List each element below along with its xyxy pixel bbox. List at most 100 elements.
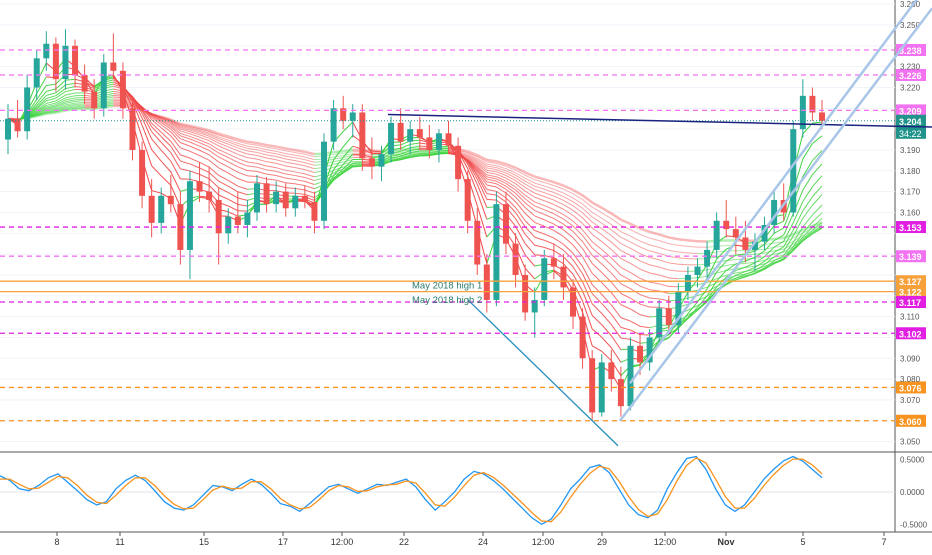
candle-body — [541, 258, 547, 300]
time-tick-label: 12:00 — [654, 537, 677, 547]
ma-ribbon-segment — [247, 176, 257, 177]
candle-body — [685, 275, 691, 292]
candle-body — [292, 196, 298, 208]
candle-body — [589, 358, 595, 412]
candle-body — [5, 119, 11, 140]
level-price-tag-text: 3.226 — [899, 71, 922, 81]
time-tick-label: 11 — [115, 537, 124, 547]
ma-ribbon-segment — [295, 150, 305, 152]
candle-body — [149, 196, 155, 223]
candle-body — [407, 129, 413, 141]
candle-body — [24, 87, 30, 131]
ma-ribbon-segment — [487, 160, 497, 161]
candle-body — [551, 258, 557, 266]
ma-ribbon-segment — [334, 151, 344, 152]
price-tick-label: 3.220 — [900, 83, 921, 92]
candle-body — [465, 179, 471, 221]
candle-body — [723, 221, 729, 229]
ma-ribbon-segment — [75, 109, 85, 110]
candle-body — [790, 129, 796, 212]
candle-body — [302, 196, 308, 202]
ma-ribbon-segment — [75, 105, 85, 106]
candle-body — [235, 217, 241, 225]
candle-body — [158, 196, 164, 223]
candle-body — [62, 46, 68, 79]
ma-ribbon-segment — [391, 154, 401, 155]
candle-body — [53, 44, 59, 79]
candle-body — [359, 112, 365, 158]
candle-body — [426, 137, 432, 149]
price-tick-label: 3.160 — [900, 208, 921, 217]
candle-body — [513, 244, 519, 275]
candle-body — [560, 267, 566, 288]
countdown-text: 34:22 — [899, 129, 922, 139]
candle-body — [627, 346, 633, 406]
level-price-tag-text: 3.076 — [899, 383, 922, 393]
time-tick-label: 17 — [278, 537, 288, 547]
ma-ribbon-segment — [678, 239, 688, 240]
candle-body — [120, 71, 126, 108]
ma-ribbon-segment — [391, 155, 401, 156]
time-tick-label: 12:00 — [331, 537, 354, 547]
candle-body — [417, 129, 423, 137]
price-tick-label: 3.080 — [900, 375, 921, 384]
time-tick-label: 7 — [881, 537, 886, 547]
ma-ribbon-segment — [75, 101, 85, 102]
candle-body — [742, 237, 748, 249]
candle-body — [273, 192, 279, 204]
candle-body — [580, 317, 586, 359]
ma-ribbon-segment — [429, 151, 439, 152]
candle-body — [254, 183, 260, 212]
ma-ribbon-segment — [535, 255, 545, 256]
candle-body — [714, 221, 720, 250]
price-tick-label: 3.050 — [900, 438, 921, 447]
time-tick-label: 24 — [478, 537, 488, 547]
ma-ribbon-segment — [75, 98, 85, 99]
level-price-tag-text: 3.117 — [899, 298, 921, 308]
time-tick-label: 29 — [597, 537, 607, 547]
candle-body — [637, 346, 643, 363]
oscillator-tick-label: -0.5000 — [900, 520, 928, 529]
oscillator-tick-label: 0.0000 — [900, 488, 925, 497]
candle-body — [206, 192, 212, 200]
time-tick-label: 5 — [800, 537, 805, 547]
candle-body — [187, 181, 193, 250]
candle-body — [321, 142, 327, 221]
level-price-tag-text: 3.102 — [899, 329, 922, 339]
price-tick-label: 3.190 — [900, 146, 921, 155]
candle-body — [436, 133, 442, 150]
candle-body — [244, 212, 250, 224]
annotation-label: May 2018 high 1 — [412, 280, 482, 291]
candle-body — [484, 265, 490, 300]
ma-ribbon-segment — [774, 238, 784, 239]
ma-ribbon-segment — [401, 149, 411, 150]
level-price-tag-text: 3.153 — [899, 223, 922, 233]
candle-body — [493, 204, 499, 300]
price-tick-label: 3.070 — [900, 396, 921, 405]
ma-ribbon-segment — [247, 142, 257, 143]
candle-body — [197, 181, 203, 191]
candle-body — [216, 200, 222, 233]
candle-body — [283, 192, 289, 209]
candle-body — [350, 112, 356, 120]
time-tick-label: 15 — [199, 537, 209, 547]
candle-body — [398, 123, 404, 142]
candle-body — [110, 62, 116, 70]
ma-ribbon-segment — [688, 253, 698, 254]
ma-ribbon-segment — [410, 152, 420, 153]
ma-ribbon-segment — [353, 166, 363, 167]
candle-body — [695, 267, 701, 275]
ma-ribbon-segment — [46, 113, 56, 114]
candle-body — [34, 58, 40, 87]
candle-body — [101, 62, 107, 108]
candle-body — [225, 217, 231, 234]
ma-ribbon-segment — [669, 237, 679, 239]
price-tick-label: 3.170 — [900, 188, 921, 197]
price-tick-label: 3.180 — [900, 167, 921, 176]
ma-ribbon-segment — [688, 240, 698, 241]
candle-body — [446, 133, 452, 145]
price-tick-label: 3.110 — [900, 313, 920, 322]
price-tick-label: 3.230 — [900, 63, 921, 72]
